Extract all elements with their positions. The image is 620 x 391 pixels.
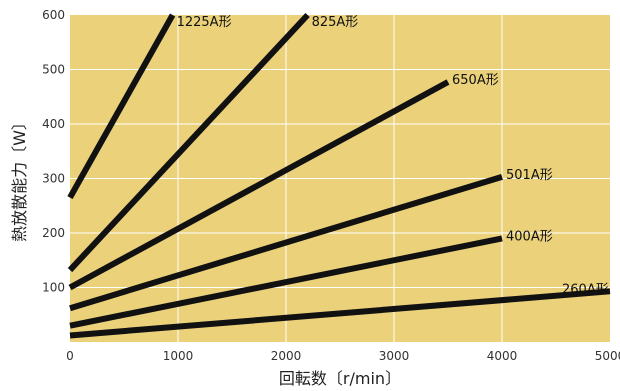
y-tick-label: 600: [42, 8, 65, 22]
y-tick-label: 200: [42, 226, 65, 240]
x-tick-label: 1000: [163, 349, 194, 363]
series-label: 260A形: [562, 282, 609, 297]
x-tick-label: 4000: [487, 349, 518, 363]
y-tick-label: 100: [42, 281, 65, 295]
series-label: 1225A形: [177, 15, 232, 30]
series-labels: 1225A形 825A形 650A形 501A形 400A形 260A形: [177, 15, 609, 297]
y-axis-title: 熱放散能力〔W〕: [10, 114, 29, 242]
series-line: [67, 13, 176, 200]
y-tick-labels: 100 200 300 400 500 600: [42, 8, 65, 295]
y-tick-label: 300: [42, 172, 65, 186]
series-line: [69, 288, 611, 339]
series-line: [67, 12, 310, 273]
y-tick-label: 400: [42, 117, 65, 131]
series-label: 400A形: [506, 229, 553, 244]
series-line: [69, 235, 503, 329]
x-tick-label: 5000: [595, 349, 620, 363]
grid-lines: [70, 15, 610, 342]
series-line: [69, 173, 503, 312]
y-tick-label: 500: [42, 63, 65, 77]
series-line: [68, 79, 450, 291]
series-lines: [67, 12, 611, 339]
x-tick-labels: 0 1000 2000 3000 4000 5000: [66, 349, 620, 363]
x-tick-label: 3000: [379, 349, 410, 363]
series-label: 650A形: [452, 73, 499, 88]
x-axis-title: 回転数〔r/min〕: [279, 369, 401, 388]
x-tick-label: 2000: [271, 349, 302, 363]
series-label: 825A形: [312, 15, 359, 30]
x-tick-label: 0: [66, 349, 74, 363]
series-label: 501A形: [506, 168, 553, 183]
